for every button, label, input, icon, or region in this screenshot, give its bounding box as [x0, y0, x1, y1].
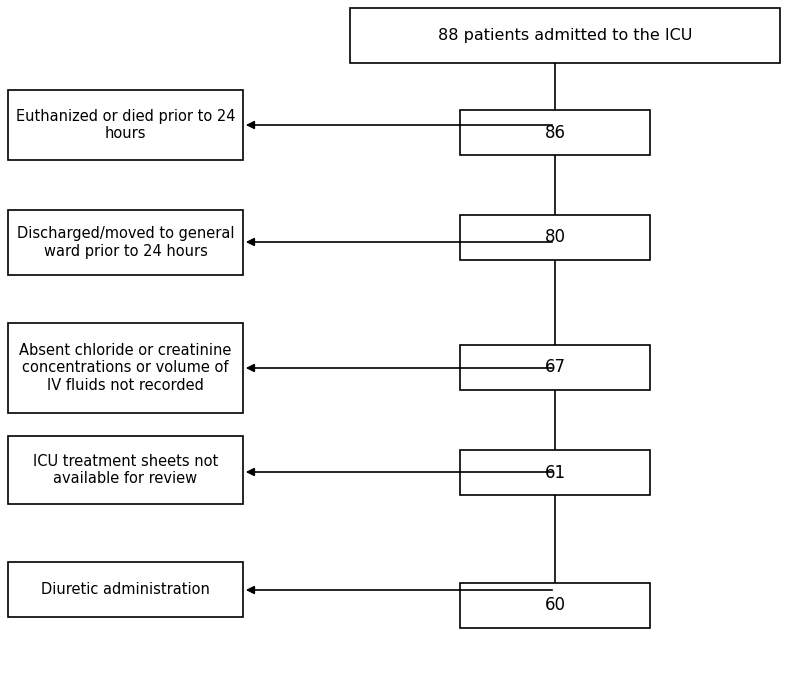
Bar	[8, 323, 243, 413]
Text: 61: 61	[545, 464, 566, 481]
Text: Diuretic administration: Diuretic administration	[41, 582, 210, 597]
Bar	[460, 110, 650, 155]
Text: 88 patients admitted to the ICU: 88 patients admitted to the ICU	[438, 28, 692, 43]
Text: Absent chloride or creatinine
concentrations or volume of
IV fluids not recorded: Absent chloride or creatinine concentrat…	[19, 343, 232, 393]
Bar	[8, 562, 243, 617]
Bar	[460, 215, 650, 260]
Bar	[460, 345, 650, 390]
Text: 80: 80	[545, 229, 566, 246]
Text: ICU treatment sheets not
available for review: ICU treatment sheets not available for r…	[33, 454, 218, 486]
Text: 86: 86	[545, 124, 566, 141]
Text: 60: 60	[545, 596, 566, 614]
Text: Euthanized or died prior to 24
hours: Euthanized or died prior to 24 hours	[16, 109, 235, 141]
Bar	[460, 450, 650, 495]
Bar	[8, 436, 243, 504]
Text: 67: 67	[545, 359, 566, 376]
Bar	[8, 90, 243, 160]
Bar	[350, 8, 780, 63]
Bar	[460, 583, 650, 628]
Text: Discharged/moved to general
ward prior to 24 hours: Discharged/moved to general ward prior t…	[17, 226, 234, 258]
Bar	[8, 210, 243, 275]
